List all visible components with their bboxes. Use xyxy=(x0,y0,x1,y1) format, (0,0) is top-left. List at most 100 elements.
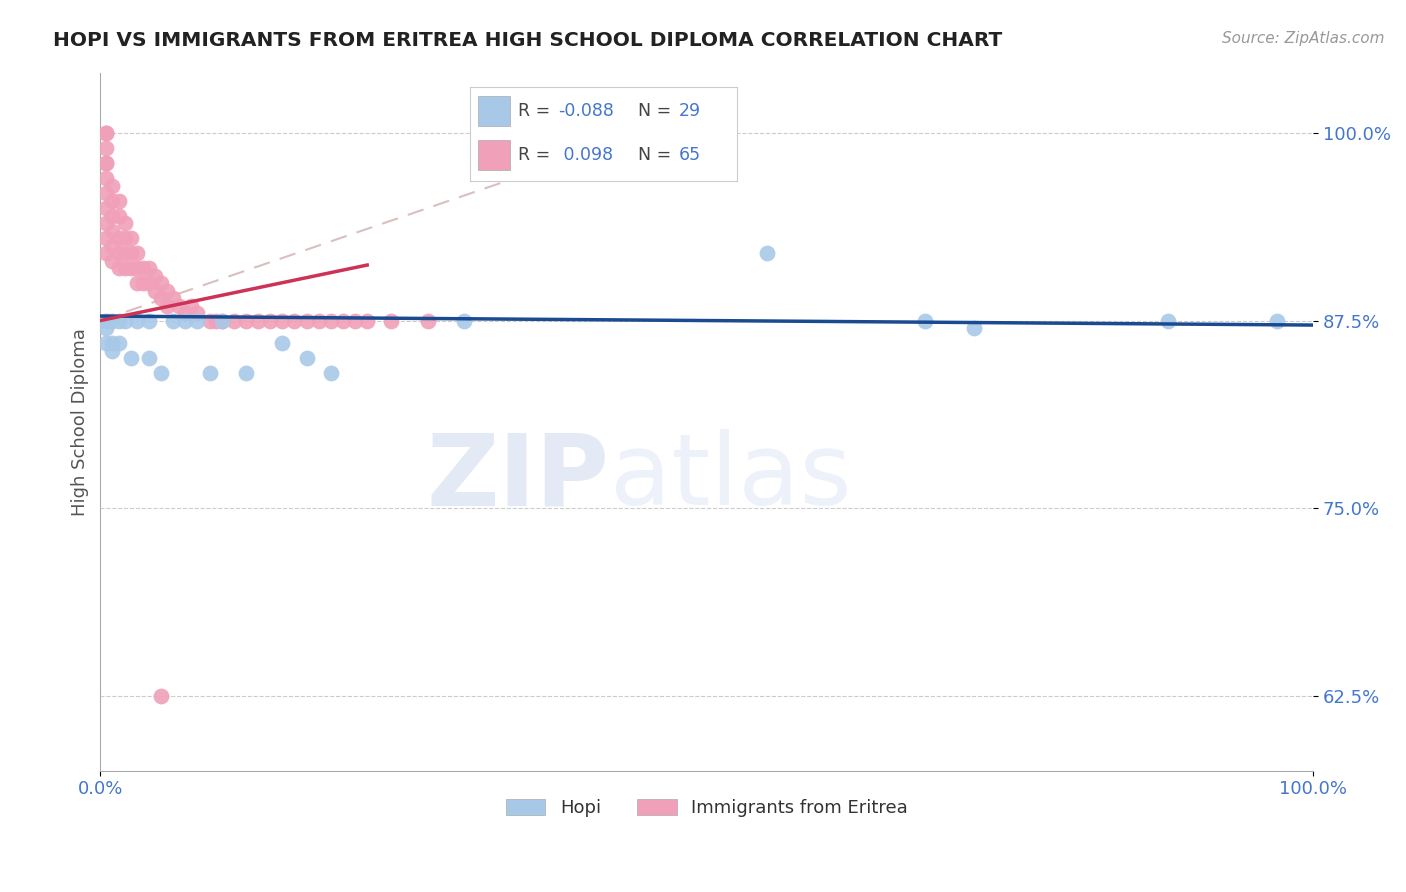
Point xyxy=(96,231,118,245)
Point xyxy=(114,313,136,327)
Point xyxy=(101,223,124,237)
Point xyxy=(132,276,155,290)
Point xyxy=(235,366,257,380)
Point xyxy=(101,313,124,327)
Point xyxy=(138,313,160,327)
Point xyxy=(114,246,136,260)
Point xyxy=(283,313,305,327)
Point xyxy=(143,268,166,283)
Point xyxy=(380,313,402,327)
Point xyxy=(162,291,184,305)
Point xyxy=(1157,313,1180,327)
Point xyxy=(356,313,378,327)
Point xyxy=(174,306,197,320)
Point xyxy=(101,194,124,208)
Point xyxy=(114,260,136,275)
Point xyxy=(1265,313,1288,327)
Point xyxy=(416,313,439,327)
Point xyxy=(271,313,294,327)
Point xyxy=(107,231,129,245)
Point xyxy=(120,246,142,260)
Point xyxy=(198,313,221,327)
Point xyxy=(167,299,190,313)
Point xyxy=(180,299,202,313)
Point xyxy=(162,313,184,327)
Point xyxy=(96,126,118,140)
Point xyxy=(101,209,124,223)
Point xyxy=(198,366,221,380)
Point xyxy=(319,366,342,380)
Point xyxy=(125,260,148,275)
Point xyxy=(211,313,233,327)
Point xyxy=(96,141,118,155)
Point xyxy=(138,276,160,290)
Point xyxy=(211,313,233,327)
Point xyxy=(204,313,226,327)
Point xyxy=(107,313,129,327)
Point xyxy=(222,313,245,327)
Point xyxy=(271,336,294,351)
Point xyxy=(150,291,173,305)
Y-axis label: High School Diploma: High School Diploma xyxy=(72,328,89,516)
Point xyxy=(332,313,354,327)
Point xyxy=(186,313,208,327)
Point xyxy=(156,299,179,313)
Point xyxy=(120,351,142,365)
Point xyxy=(235,313,257,327)
Point xyxy=(101,336,124,351)
Point xyxy=(247,313,270,327)
Point xyxy=(125,313,148,327)
Point xyxy=(96,201,118,215)
Point xyxy=(96,246,118,260)
Point xyxy=(132,260,155,275)
Point xyxy=(295,313,318,327)
Point xyxy=(259,313,281,327)
Point xyxy=(174,313,197,327)
Point xyxy=(914,313,936,327)
Point xyxy=(107,209,129,223)
Legend: Hopi, Immigrants from Eritrea: Hopi, Immigrants from Eritrea xyxy=(499,792,915,824)
Point xyxy=(125,246,148,260)
Point xyxy=(963,321,986,335)
Point xyxy=(96,313,118,327)
Point xyxy=(96,216,118,230)
Point xyxy=(150,689,173,703)
Point xyxy=(453,313,475,327)
Point xyxy=(96,186,118,200)
Point xyxy=(101,343,124,358)
Point xyxy=(96,336,118,351)
Point xyxy=(107,260,129,275)
Point xyxy=(96,321,118,335)
Text: HOPI VS IMMIGRANTS FROM ERITREA HIGH SCHOOL DIPLOMA CORRELATION CHART: HOPI VS IMMIGRANTS FROM ERITREA HIGH SCH… xyxy=(53,31,1002,50)
Point xyxy=(186,306,208,320)
Point xyxy=(107,336,129,351)
Point xyxy=(96,156,118,170)
Point xyxy=(107,246,129,260)
Point xyxy=(107,194,129,208)
Point xyxy=(125,276,148,290)
Point xyxy=(756,246,779,260)
Point xyxy=(150,276,173,290)
Text: atlas: atlas xyxy=(610,429,852,526)
Point xyxy=(344,313,367,327)
Point xyxy=(143,284,166,298)
Point xyxy=(138,351,160,365)
Point xyxy=(319,313,342,327)
Point xyxy=(120,260,142,275)
Point xyxy=(96,156,118,170)
Point xyxy=(114,216,136,230)
Point xyxy=(101,238,124,252)
Point xyxy=(114,231,136,245)
Point xyxy=(101,253,124,268)
Point xyxy=(295,351,318,365)
Point xyxy=(120,231,142,245)
Point xyxy=(138,260,160,275)
Text: Source: ZipAtlas.com: Source: ZipAtlas.com xyxy=(1222,31,1385,46)
Point xyxy=(150,366,173,380)
Point xyxy=(96,126,118,140)
Text: ZIP: ZIP xyxy=(427,429,610,526)
Point xyxy=(308,313,330,327)
Point xyxy=(96,171,118,186)
Point xyxy=(101,178,124,193)
Point xyxy=(156,284,179,298)
